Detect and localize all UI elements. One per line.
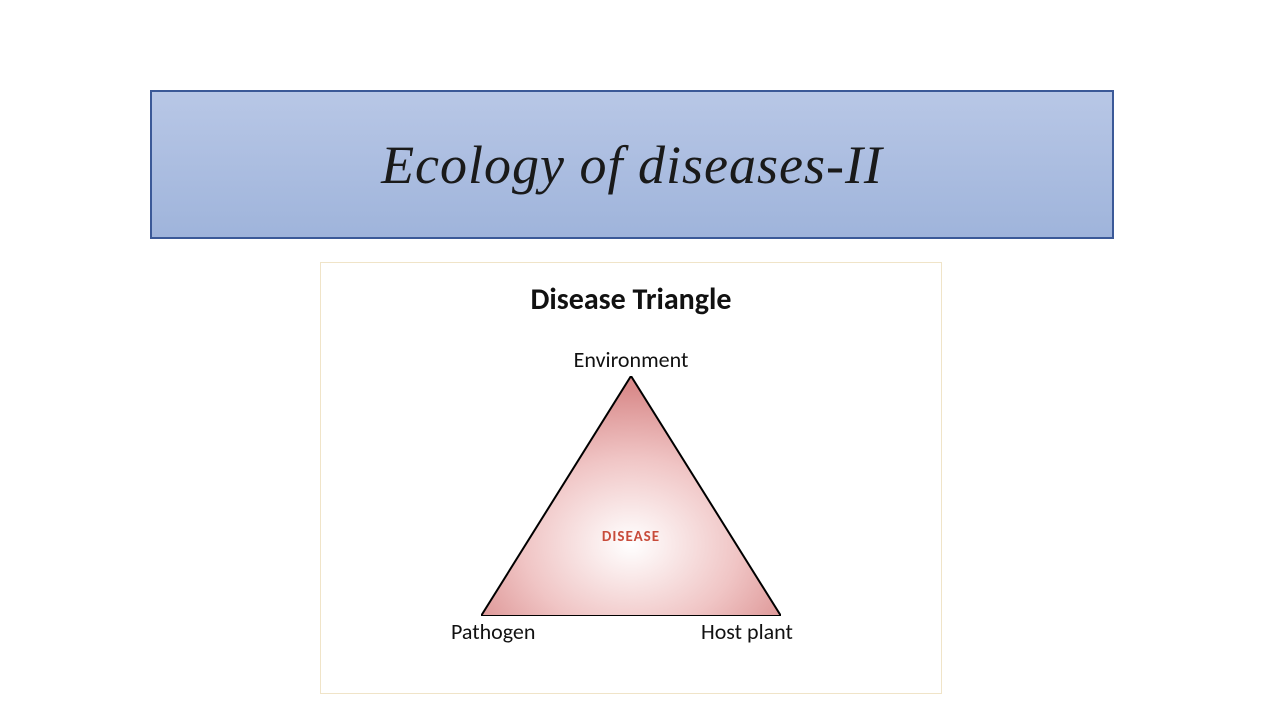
vertex-label-bottom-right: Host plant <box>701 618 793 645</box>
triangle-area: Environment Pathogen Host plant DISEASE <box>321 318 941 678</box>
disease-triangle-svg <box>481 376 781 616</box>
vertex-label-bottom-left: Pathogen <box>451 618 535 645</box>
triangle-shape <box>481 376 781 616</box>
vertex-label-top: Environment <box>321 346 941 373</box>
diagram-box: Disease Triangle Environment Pathogen Ho… <box>320 262 942 694</box>
title-banner: Ecology of diseases-II <box>150 90 1114 239</box>
center-label: DISEASE <box>321 528 941 546</box>
diagram-title: Disease Triangle <box>321 281 941 318</box>
page-title: Ecology of diseases-II <box>381 134 883 196</box>
